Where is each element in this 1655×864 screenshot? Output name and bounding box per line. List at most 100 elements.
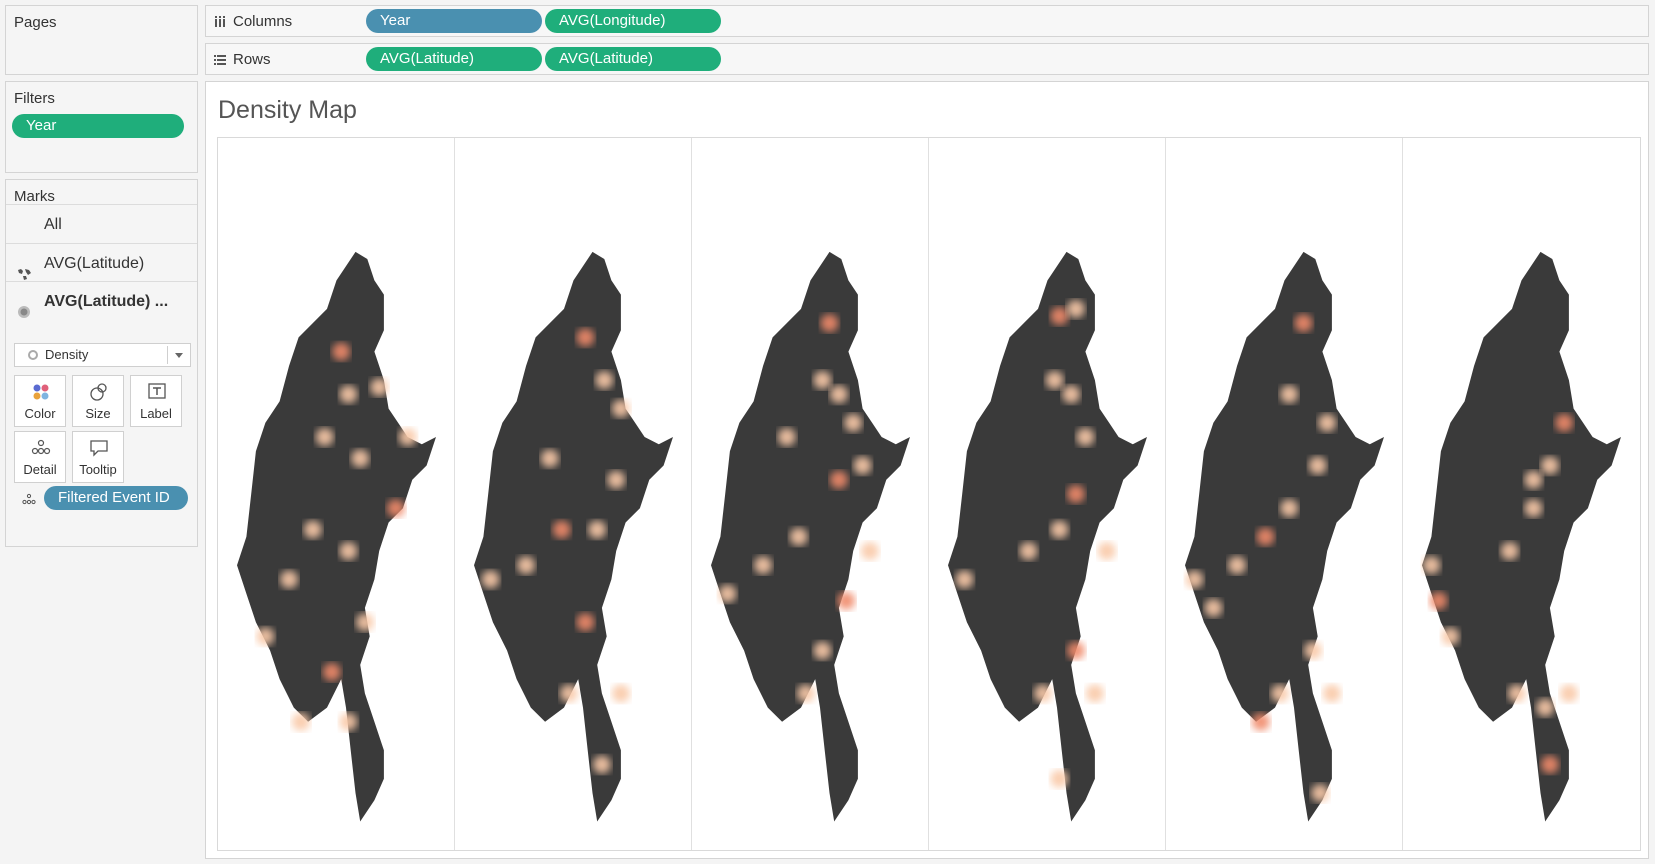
density-hotspot: [1422, 556, 1441, 575]
density-map-panes[interactable]: [217, 137, 1641, 851]
density-hotspot: [386, 499, 405, 518]
density-map-svg: [1185, 251, 1384, 822]
density-hotspot: [1540, 456, 1559, 475]
density-hotspot: [718, 584, 737, 603]
density-hotspot: [339, 712, 358, 731]
density-hotspot: [1555, 413, 1574, 432]
color-button[interactable]: Color: [14, 375, 66, 427]
density-icon: [17, 295, 33, 318]
density-hotspot: [1507, 684, 1526, 703]
density-hotspot: [1308, 456, 1327, 475]
density-hotspot: [595, 371, 614, 390]
country-shape: [1185, 251, 1384, 822]
density-hotspot: [754, 556, 773, 575]
density-hotspot: [291, 712, 310, 731]
tooltip-icon: [90, 440, 108, 457]
density-hotspot: [853, 456, 872, 475]
density-hotspot: [355, 613, 374, 632]
density-hotspot: [1062, 385, 1081, 404]
density-hotspot: [1429, 591, 1448, 610]
density-hotspot: [1204, 598, 1223, 617]
label-icon: [148, 383, 166, 399]
label-button[interactable]: Label: [130, 375, 182, 427]
tooltip-button-label: Tooltip: [79, 462, 117, 477]
density-hotspot: [517, 556, 536, 575]
mark-type-value: Density: [45, 347, 89, 362]
density-hotspot: [1318, 413, 1337, 432]
density-hotspot: [1311, 784, 1330, 802]
density-hotspot: [1256, 527, 1275, 546]
density-hotspot: [576, 613, 595, 632]
color-button-label: Color: [24, 406, 56, 421]
rows-shelf[interactable]: Rows AVG(Latitude) AVG(Latitude): [205, 43, 1649, 75]
detail-icon: [31, 439, 51, 455]
columns-shelf[interactable]: Columns Year AVG(Longitude): [205, 5, 1649, 37]
density-hotspot: [1280, 385, 1299, 404]
country-shape: [948, 251, 1147, 822]
column-pill-avg-longitude[interactable]: AVG(Longitude): [545, 9, 721, 33]
column-pill-year[interactable]: Year: [366, 9, 542, 33]
marks-row-avg-latitude-density[interactable]: AVG(Latitude) ...: [6, 281, 197, 321]
density-hotspot: [611, 684, 630, 703]
density-hotspot: [1536, 698, 1555, 717]
density-hotspot: [1524, 499, 1543, 518]
row-pill-avg-latitude[interactable]: AVG(Latitude): [366, 47, 542, 71]
density-hotspot: [398, 428, 417, 446]
rows-shelf-label: Rows: [233, 51, 271, 68]
density-hotspot: [351, 449, 370, 468]
density-hotspot: [844, 413, 863, 432]
chevron-down-icon[interactable]: [175, 353, 183, 358]
detail-button[interactable]: Detail: [14, 431, 66, 483]
detail-button-label: Detail: [23, 462, 57, 477]
density-hotspot: [777, 428, 796, 446]
marks-card: Marks All AVG(Latitude) AVG(Latitude) ..…: [5, 179, 198, 547]
density-hotspot: [1294, 314, 1313, 333]
density-hotspot: [1050, 769, 1069, 788]
filters-card[interactable]: Filters Year: [5, 81, 198, 173]
density-hotspot: [829, 470, 848, 489]
columns-icon: [214, 15, 226, 33]
marks-title: Marks: [14, 188, 55, 205]
density-hotspot: [1033, 684, 1052, 703]
color-icon: [33, 384, 49, 400]
density-hotspot: [1228, 556, 1247, 575]
density-map-pane[interactable]: [692, 138, 929, 850]
filter-pill-year[interactable]: Year: [12, 114, 184, 138]
tooltip-button[interactable]: Tooltip: [72, 431, 124, 483]
density-hotspot: [332, 342, 351, 361]
marks-row-label: AVG(Latitude): [44, 255, 145, 272]
size-button[interactable]: Size: [72, 375, 124, 427]
density-hotspot: [1066, 641, 1085, 660]
map-icon: [17, 257, 33, 280]
density-map-pane[interactable]: [218, 138, 455, 850]
density-hotspot: [339, 542, 358, 560]
density-map-svg: [237, 251, 436, 822]
density-hotspot: [315, 428, 334, 446]
density-hotspot: [607, 470, 626, 489]
columns-shelf-label: Columns: [233, 13, 293, 30]
mark-type-select[interactable]: Density: [14, 343, 191, 367]
marks-row-all[interactable]: All: [6, 204, 197, 244]
density-hotspot: [1066, 485, 1085, 503]
density-hotspot: [339, 385, 358, 404]
density-hotspot: [303, 520, 322, 539]
row-pill-avg-latitude-2[interactable]: AVG(Latitude): [545, 47, 721, 71]
density-map-pane[interactable]: [1166, 138, 1403, 850]
density-map-svg: [711, 251, 910, 822]
density-hotspot: [955, 570, 974, 589]
density-map-pane[interactable]: [929, 138, 1166, 850]
detail-field-icon: [22, 492, 36, 510]
density-map-pane[interactable]: [455, 138, 692, 850]
density-hotspot: [1251, 712, 1270, 731]
density-map-pane[interactable]: [1403, 138, 1640, 850]
density-hotspot: [1019, 542, 1038, 560]
density-hotspot: [559, 684, 578, 703]
density-hotspot: [1185, 570, 1204, 589]
marks-row-avg-latitude[interactable]: AVG(Latitude): [6, 243, 197, 283]
density-hotspot: [370, 378, 389, 397]
viz-view[interactable]: Density Map: [205, 81, 1649, 859]
density-hotspot: [1097, 542, 1116, 560]
pages-card[interactable]: Pages: [5, 5, 198, 75]
country-shape: [1422, 251, 1621, 822]
detail-pill-filtered-event-id[interactable]: Filtered Event ID: [44, 486, 188, 510]
